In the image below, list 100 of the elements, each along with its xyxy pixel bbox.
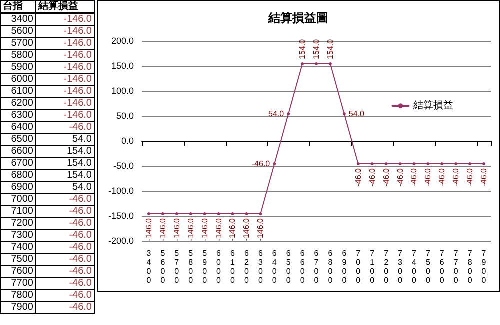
x-tick-label: 7700 xyxy=(454,249,459,285)
category-label: 6400 xyxy=(11,122,34,132)
data-label: -146.0 xyxy=(186,218,196,242)
category-label: 7900 xyxy=(11,302,34,312)
text: 54.0 xyxy=(72,134,92,144)
data-label: 154.0 xyxy=(326,38,335,60)
x-tick-label: 6800 xyxy=(328,249,334,285)
text: -146.0 xyxy=(64,98,92,108)
data-label: -46.0 xyxy=(252,160,271,168)
category-label: 6700 xyxy=(11,158,34,168)
category-label: 6600 xyxy=(11,146,34,156)
y-tick-label: -200.0 xyxy=(108,236,134,246)
x-tick-label: 7000 xyxy=(356,249,362,285)
category-label: 6000 xyxy=(11,74,34,84)
category-label: 6900 xyxy=(11,182,34,192)
category-label: 5900 xyxy=(11,62,34,72)
text: -46.0 xyxy=(69,122,92,132)
category-label: 6500 xyxy=(11,134,34,144)
text: -46.0 xyxy=(69,266,92,276)
y-tick-label: 200.0 xyxy=(111,36,134,46)
data-label: -46.0 xyxy=(480,168,489,187)
category-label: 7400 xyxy=(11,242,34,252)
x-tick-label: 5900 xyxy=(202,249,208,285)
text: -46.0 xyxy=(69,254,92,264)
x-tick-label: 6100 xyxy=(230,249,236,285)
category-label: 7000 xyxy=(11,194,34,204)
x-tick-label: 6400 xyxy=(272,249,278,285)
data-label: -46.0 xyxy=(424,168,433,187)
y-tick-label: -100.0 xyxy=(108,186,134,196)
x-tick-label: 6500 xyxy=(286,249,292,285)
category-label: 6200 xyxy=(11,98,34,108)
legend-label: 結算損益 xyxy=(412,100,454,112)
x-tick-label: 7800 xyxy=(468,249,473,285)
data-label: -46.0 xyxy=(382,168,391,187)
text: -146.0 xyxy=(64,38,92,48)
text: -146.0 xyxy=(64,74,92,84)
category-label: 7800 xyxy=(11,290,34,300)
data-label: -46.0 xyxy=(396,168,405,187)
x-tick-label: 7300 xyxy=(398,249,404,285)
y-tick-label: 0.0 xyxy=(121,136,134,146)
y-tick-label: -150.0 xyxy=(108,211,134,221)
data-label: -146.0 xyxy=(172,218,182,242)
x-tick-label: 7600 xyxy=(440,249,445,285)
category-label: 5800 xyxy=(11,50,34,60)
text: 154.0 xyxy=(66,158,92,168)
data-label: -146.0 xyxy=(242,218,252,242)
x-tick-label: 5600 xyxy=(160,249,166,285)
text: 結算損益 xyxy=(38,0,78,12)
x-tick-label: 6600 xyxy=(300,249,306,285)
text: -146.0 xyxy=(64,62,92,72)
chart-title: 結算損益圖 xyxy=(268,11,328,25)
data-label: -146.0 xyxy=(228,218,238,242)
category-label: 6800 xyxy=(11,170,34,180)
x-tick-label: 5700 xyxy=(174,249,180,285)
text: 台指 xyxy=(0,0,36,13)
x-tick-label: 7900 xyxy=(482,249,487,285)
category-label: 7200 xyxy=(11,218,34,228)
text: 54.0 xyxy=(72,182,92,192)
data-label: -146.0 xyxy=(144,218,154,242)
x-tick-label: 6300 xyxy=(258,249,264,285)
x-tick-label: 6700 xyxy=(314,249,320,285)
data-label: 154.0 xyxy=(312,38,321,60)
data-label: -46.0 xyxy=(438,168,447,187)
text: -46.0 xyxy=(69,206,92,216)
x-tick-label: 7200 xyxy=(384,249,390,285)
y-tick-label: 100.0 xyxy=(111,86,134,96)
x-tick-label: 3400 xyxy=(146,249,152,285)
data-label: 54.0 xyxy=(268,110,285,118)
data-label: -46.0 xyxy=(466,168,475,187)
data-label: -46.0 xyxy=(354,168,363,187)
text: -46.0 xyxy=(69,302,92,312)
y-tick-label: -50.0 xyxy=(113,161,134,171)
data-label: -146.0 xyxy=(200,218,210,242)
y-tick-label: 50.0 xyxy=(116,111,134,121)
x-tick-label: 7100 xyxy=(370,249,376,285)
data-label: -146.0 xyxy=(256,218,266,242)
x-tick-label: 6000 xyxy=(216,249,222,285)
x-tick-label: 7400 xyxy=(412,249,417,285)
y-tick-label: 150.0 xyxy=(111,61,134,71)
text: -46.0 xyxy=(69,242,92,252)
category-label: 5700 xyxy=(11,38,34,48)
data-label: -46.0 xyxy=(410,168,419,187)
x-tick-label: 6200 xyxy=(244,249,250,285)
data-label: -46.0 xyxy=(452,168,461,187)
category-label: 5600 xyxy=(11,26,34,36)
text: 154.0 xyxy=(66,170,92,180)
category-label: 7300 xyxy=(11,230,34,240)
data-label: -146.0 xyxy=(214,218,224,242)
category-label: 6300 xyxy=(11,110,34,120)
text: -46.0 xyxy=(69,290,92,300)
text: -46.0 xyxy=(69,194,92,204)
data-label: 154.0 xyxy=(298,38,308,60)
category-label: 6100 xyxy=(11,86,34,96)
x-tick-label: 5800 xyxy=(188,249,194,285)
text: -146.0 xyxy=(64,50,92,60)
x-tick-label: 7500 xyxy=(426,249,431,285)
text: -46.0 xyxy=(69,230,92,240)
text: -146.0 xyxy=(64,14,92,24)
text: -46.0 xyxy=(69,278,92,288)
text: -146.0 xyxy=(64,86,92,96)
